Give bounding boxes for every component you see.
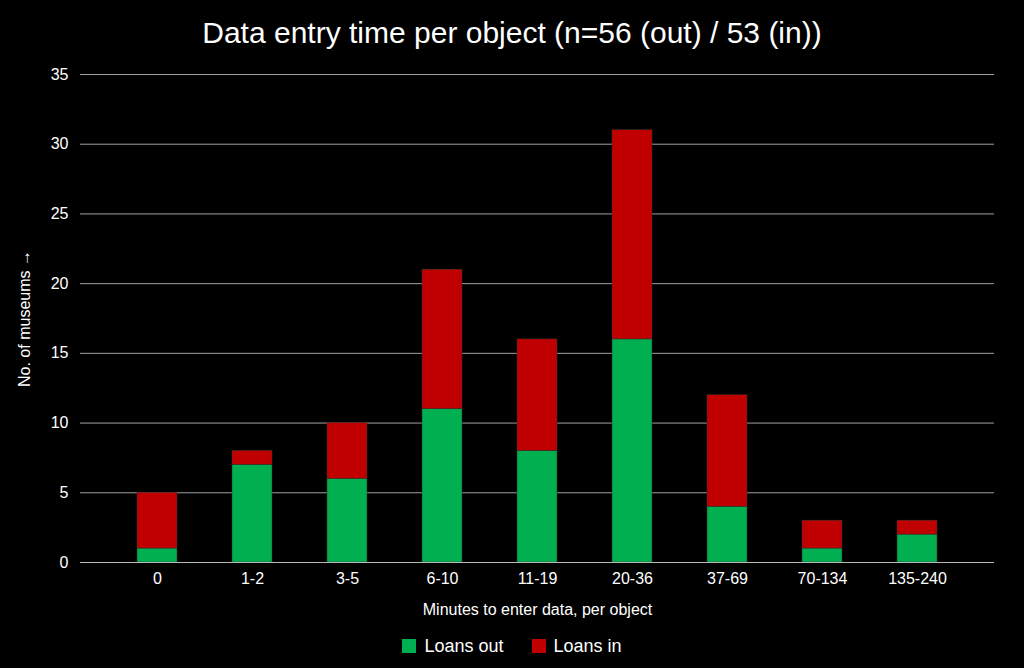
svg-text:6-10: 6-10 xyxy=(426,570,458,587)
svg-text:30: 30 xyxy=(51,135,69,152)
svg-text:3-5: 3-5 xyxy=(336,570,359,587)
html-text:Data entry time per object (n=: Data entry time per object (n=56 (out) /… xyxy=(202,16,822,49)
svg-text:15: 15 xyxy=(51,344,69,361)
svg-text:Minutes to enter data, per obj: Minutes to enter data, per object xyxy=(423,601,653,618)
svg-text:70-134: 70-134 xyxy=(798,570,848,587)
svg-text:20: 20 xyxy=(51,275,69,292)
svg-text:No. of museums →: No. of museums → xyxy=(16,250,33,387)
svg-text:10: 10 xyxy=(51,414,69,431)
svg-text:0: 0 xyxy=(60,554,69,571)
html-text:Loans out: Loans out xyxy=(424,635,504,656)
svg-text:25: 25 xyxy=(51,205,69,222)
svg-text:5: 5 xyxy=(60,484,69,501)
html-text:Loans in: Loans in xyxy=(553,635,622,656)
svg-text:0: 0 xyxy=(153,570,162,587)
svg-text:135-240: 135-240 xyxy=(888,570,947,587)
svg-text:37-69: 37-69 xyxy=(707,570,748,587)
svg-text:35: 35 xyxy=(51,66,69,83)
svg-text:1-2: 1-2 xyxy=(241,570,264,587)
svg-text:20-36: 20-36 xyxy=(612,570,653,587)
svg-text:11-19: 11-19 xyxy=(518,570,558,587)
